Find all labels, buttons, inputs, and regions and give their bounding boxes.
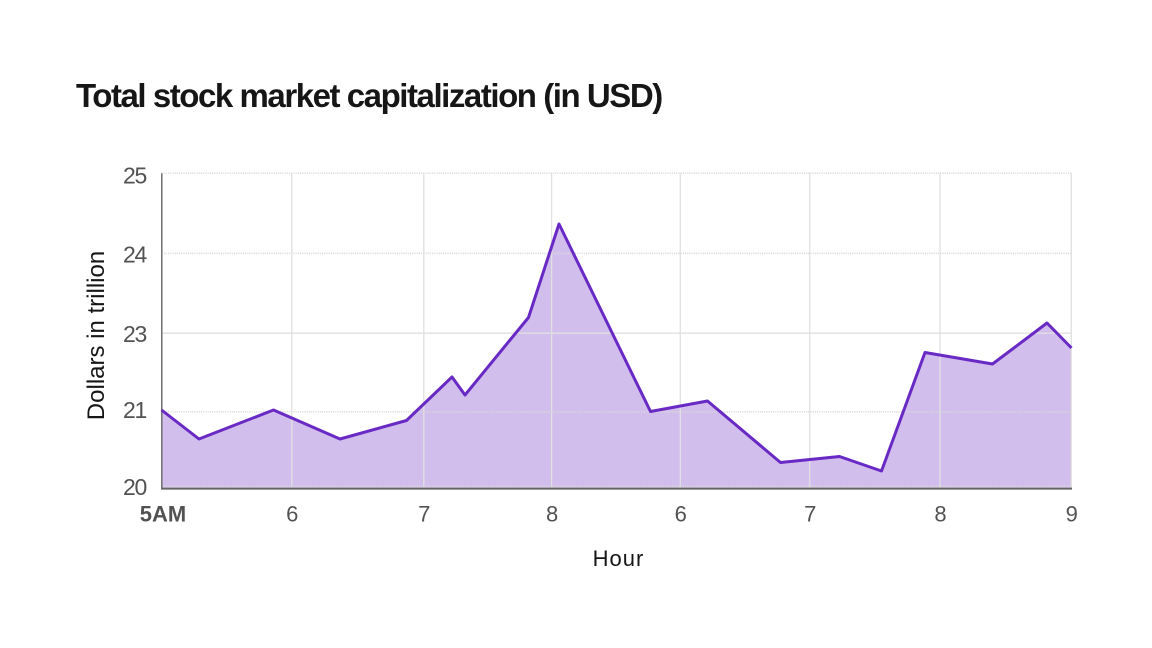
svg-text:9: 9	[1066, 502, 1078, 527]
svg-text:7: 7	[804, 502, 816, 527]
svg-text:6: 6	[286, 502, 298, 527]
svg-text:24: 24	[123, 242, 147, 268]
svg-text:5AM: 5AM	[140, 502, 186, 527]
svg-text:8: 8	[934, 502, 946, 527]
svg-text:Hour: Hour	[593, 546, 645, 571]
svg-text:Total stock market capitalizat: Total stock market capitalization (in US…	[76, 77, 662, 114]
svg-text:6: 6	[675, 502, 687, 527]
svg-text:23: 23	[123, 321, 146, 347]
svg-text:20: 20	[123, 474, 146, 500]
svg-text:21: 21	[123, 397, 146, 423]
svg-text:25: 25	[123, 163, 146, 189]
svg-text:7: 7	[418, 502, 430, 527]
svg-text:Dollars in trillion: Dollars in trillion	[83, 251, 110, 420]
svg-text:8: 8	[546, 502, 558, 527]
